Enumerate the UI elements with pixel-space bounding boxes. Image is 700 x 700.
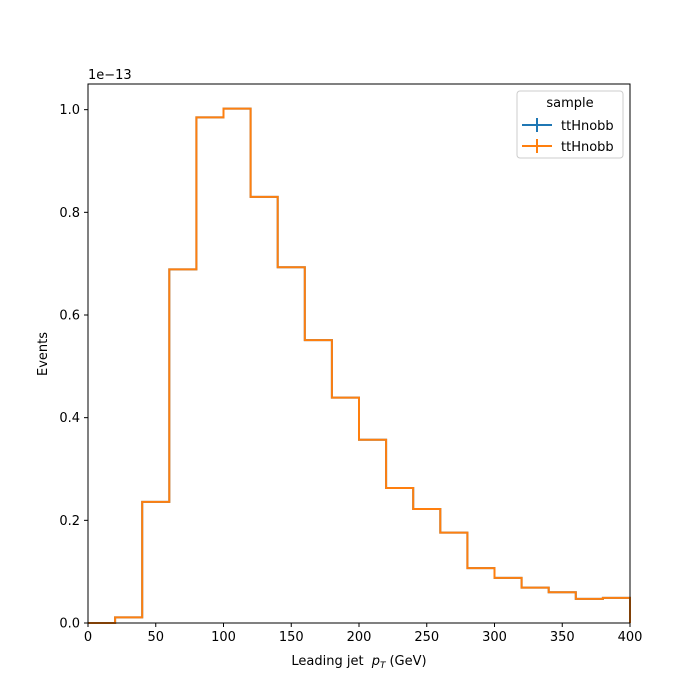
series-line-2	[88, 107, 631, 624]
y-tick-label: 0.0	[59, 617, 80, 632]
x-tick-label: 250	[414, 630, 439, 645]
y-tick-label: 0.4	[59, 411, 80, 426]
x-tick-label: 300	[482, 630, 507, 645]
legend-entries: ttHnobb ttHnobb	[522, 118, 614, 155]
legend-label-2: ttHnobb	[561, 140, 614, 155]
x-tick-label: 150	[279, 630, 304, 645]
x-tick-label: 350	[550, 630, 575, 645]
y-axis-ticks: 0.0 0.2 0.4 0.6 0.8 1.0	[59, 103, 88, 632]
legend: sample ttHnobb ttHnobb	[516, 90, 624, 159]
x-axis-label: Leading jet pT (GeV)	[291, 654, 426, 671]
plot-series	[88, 107, 631, 624]
y-tick-label: 0.2	[59, 514, 80, 529]
legend-box	[516, 90, 624, 159]
x-axis-label-symbol: p	[371, 654, 380, 669]
y-offset-label: 1e−13	[88, 68, 132, 83]
x-tick-label: 200	[347, 630, 372, 645]
y-tick-label: 0.8	[59, 206, 80, 221]
x-axis-label-text: Leading jet	[291, 654, 363, 669]
y-axis-label: Events	[36, 332, 51, 376]
y-tick-label: 0.6	[59, 309, 80, 324]
legend-title: sample	[546, 96, 593, 111]
x-tick-label: 50	[147, 630, 164, 645]
x-tick-label: 100	[211, 630, 236, 645]
x-axis-label-unit: (GeV)	[389, 654, 426, 669]
y-tick-label: 1.0	[59, 103, 80, 118]
x-axis-ticks: 0 50 100 150 200 250 300 350 400	[84, 623, 643, 645]
x-tick-label: 0	[84, 630, 92, 645]
x-axis-label-subscript: T	[380, 661, 387, 671]
x-tick-label: 400	[618, 630, 643, 645]
legend-label-1: ttHnobb	[561, 119, 614, 134]
